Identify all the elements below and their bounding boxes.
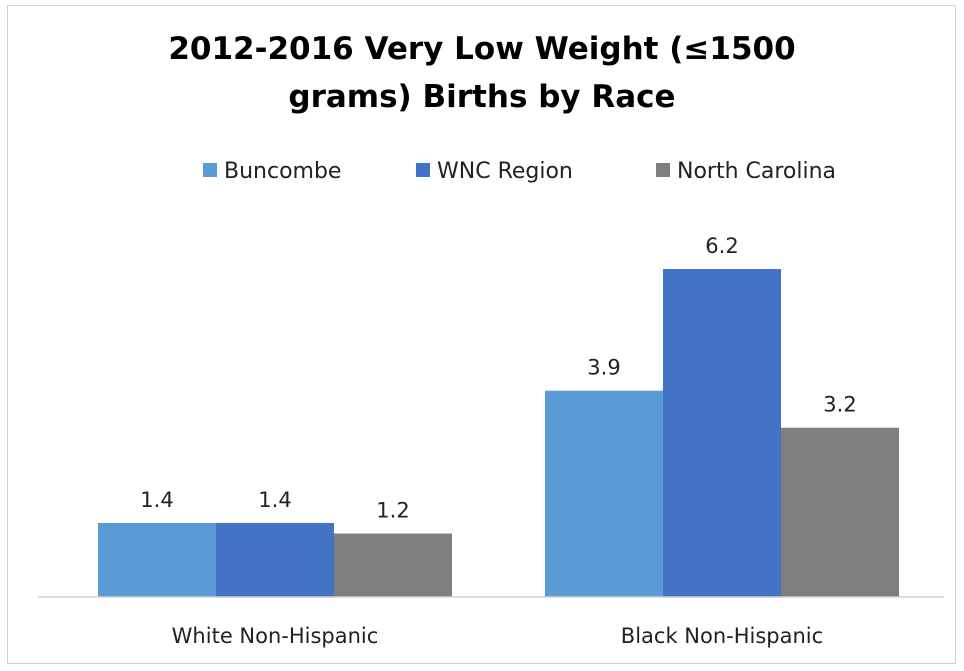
data-label: 6.2 — [705, 234, 738, 258]
data-label: 3.9 — [587, 356, 620, 380]
bar-north-carolina-1 — [781, 427, 899, 597]
data-label: 1.2 — [376, 499, 409, 523]
bar-wnc-region-0 — [216, 522, 334, 597]
bar-north-carolina-0 — [334, 533, 452, 597]
legend-label: North Carolina — [677, 159, 836, 184]
data-label: 1.4 — [258, 488, 291, 512]
category-labels: White Non-Hispanic Black Non-Hispanic — [172, 624, 824, 648]
legend-label: WNC Region — [437, 159, 573, 184]
chart-title-line-2: grams) Births by Race — [288, 79, 675, 115]
legend: Buncombe WNC Region North Carolina — [203, 159, 836, 184]
bar-buncombe-1 — [545, 390, 663, 597]
legend-swatch — [416, 163, 430, 177]
data-label: 3.2 — [823, 393, 856, 417]
chart-title-line-1: 2012-2016 Very Low Weight (≤1500 — [168, 31, 795, 67]
category-label: Black Non-Hispanic — [621, 624, 823, 648]
bar-buncombe-0 — [98, 522, 216, 597]
data-labels: 1.4 1.4 1.2 3.9 6.2 3.2 — [140, 234, 856, 523]
chart-title: 2012-2016 Very Low Weight (≤1500 grams) … — [168, 31, 795, 115]
category-label: White Non-Hispanic — [172, 624, 379, 648]
bars — [98, 269, 899, 597]
legend-swatch — [203, 163, 217, 177]
data-label: 1.4 — [140, 488, 173, 512]
bar-wnc-region-1 — [663, 269, 781, 597]
legend-swatch — [656, 163, 670, 177]
legend-label: Buncombe — [224, 159, 341, 184]
